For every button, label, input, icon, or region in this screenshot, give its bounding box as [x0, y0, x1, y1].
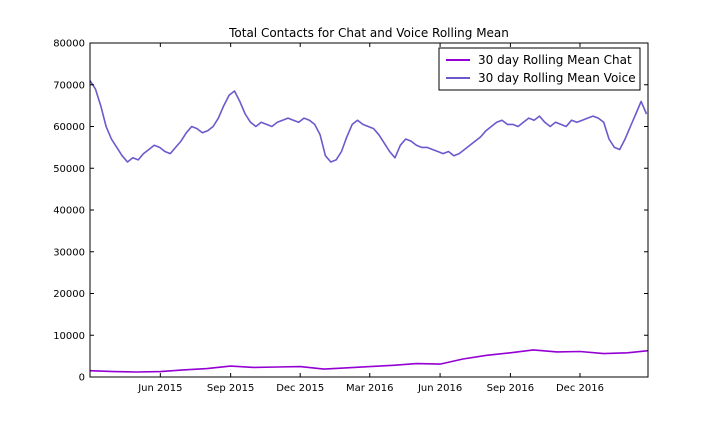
- y-axis: 0 10000 20000 30000 40000 50000 60000 70000 8000…: [53, 39, 648, 384]
- series-line-chat: [89, 349, 649, 373]
- legend-box: [438, 47, 641, 91]
- x-tick-label: Jun 2016: [417, 383, 462, 394]
- series-line-voice: [89, 80, 648, 163]
- y-tick-label: 70000: [53, 80, 85, 91]
- y-tick-label: 10000: [53, 331, 85, 342]
- y-tick-label: 60000: [53, 122, 85, 133]
- y-tick-label: 20000: [53, 289, 85, 300]
- x-tick-label: Sep 2016: [487, 383, 534, 394]
- y-tick-label: 50000: [53, 164, 85, 175]
- plot-frame: [89, 42, 649, 378]
- x-tick-label: Sep 2015: [207, 383, 254, 394]
- plot-area: [89, 80, 649, 373]
- y-tick-label: 40000: [53, 206, 85, 217]
- chart-title: Total Contacts for Chat and Voice Rollin…: [228, 26, 509, 40]
- x-axis: Jun 2015 Sep 2015 Dec 2015 Mar 2016 Jun 2016…: [137, 43, 604, 394]
- y-tick-label: 0: [79, 373, 85, 384]
- x-tick-label: Dec 2016: [556, 383, 604, 394]
- y-tick-label: 30000: [53, 247, 85, 258]
- legend-label-voice: 30 day Rolling Mean Voice: [478, 71, 636, 85]
- legend-label-chat: 30 day Rolling Mean Chat: [478, 53, 632, 67]
- legend: 30 day Rolling Mean Chat 30 day Rolling …: [438, 47, 641, 91]
- y-tick-label: 80000: [53, 39, 85, 50]
- x-tick-label: Jun 2015: [137, 383, 182, 394]
- x-tick-label: Mar 2016: [346, 383, 394, 394]
- x-tick-label: Dec 2015: [276, 383, 324, 394]
